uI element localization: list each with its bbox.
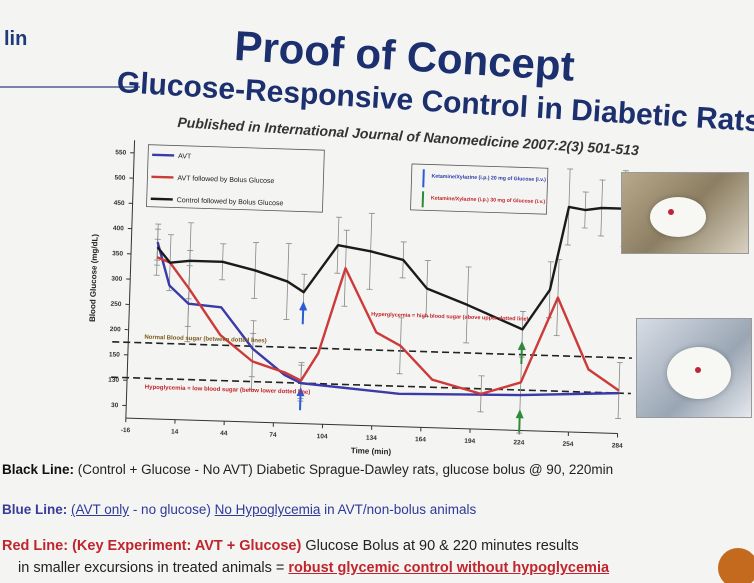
injection-arrows	[296, 301, 526, 433]
chart-annotations: Ketamine/Xylazine (i.p.) 20 mg of Glucos…	[144, 163, 549, 396]
laser-pointer-dot	[718, 548, 754, 583]
reference-line-lower	[111, 376, 631, 395]
legend-box	[146, 144, 325, 213]
x-tick-label: 194	[464, 438, 475, 445]
rat-eye	[695, 367, 701, 373]
legend-label: AVT	[178, 153, 192, 160]
caption-blue-part3: No Hypoglycemia	[214, 502, 321, 517]
corner-label: lin	[4, 28, 28, 50]
chart-axes: -16 14 44 74 104 134 164 194 224 254 284 30 130 150 20…	[88, 140, 623, 456]
y-tick-label: 250	[110, 301, 121, 308]
rat-eye	[668, 209, 674, 215]
chart-legend: AVT AVT followed by Bolus Glucose Control …	[146, 144, 325, 213]
y-tick-label: 130	[108, 377, 119, 384]
arrow-blue-90-low-head	[296, 387, 305, 397]
reference-line-upper	[112, 340, 633, 359]
caption-black-line: Black Line: (Control + Glucose - No AVT)…	[2, 462, 613, 477]
caption-blue-part1: (AVT only	[71, 502, 130, 517]
annotation-hyperglycemia: Hyperglycemia = high blood sugar (above …	[371, 312, 529, 323]
rat-image	[667, 347, 731, 399]
caption-black-label: Black Line:	[2, 462, 75, 477]
arrow-green-224-head	[517, 341, 526, 351]
injection-legend-box	[410, 163, 549, 215]
caption-red-label: Red Line: (Key Experiment: AVT + Glucose…	[2, 538, 302, 554]
annotation-injection-green: Ketamine/Xylazine (i.p.) 30 mg of Glucos…	[431, 196, 546, 206]
caption-red-line: Red Line: (Key Experiment: AVT + Glucose…	[2, 538, 579, 554]
y-tick-label: 30	[111, 402, 119, 409]
caption-red-emphasis: robust glycemic control without hypoglyc…	[288, 560, 610, 576]
x-tick-label: -16	[121, 427, 131, 434]
caption-blue-line: Blue Line: (AVT only - no glucose) No Hy…	[2, 502, 476, 517]
legend-swatch	[151, 175, 174, 179]
x-tick-label: 284	[612, 442, 623, 449]
y-tick-label: 550	[115, 149, 126, 156]
y-tick-label: 400	[113, 225, 124, 232]
reference-lines	[111, 340, 633, 395]
x-tick-label: 14	[171, 429, 179, 436]
series-avt-bolus-line	[156, 256, 620, 396]
arrow-green-224-low-head	[515, 409, 524, 419]
caption-blue-part2: - no glucose)	[129, 502, 215, 517]
x-tick-label: 254	[563, 441, 574, 448]
error-bar	[156, 229, 159, 266]
x-tick-label: 104	[317, 433, 328, 440]
injection-legend-arrow-green	[421, 191, 425, 208]
y-axis-label: Blood Glucose (mg/dL)	[88, 234, 100, 323]
x-axis-label: Time (min)	[351, 446, 392, 456]
y-tick-label: 150	[109, 351, 120, 358]
series-avt-line	[156, 241, 619, 397]
annotation-injection-blue: Ketamine/Xylazine (i.p.) 20 mg of Glucos…	[431, 174, 546, 184]
x-tick-label: 164	[415, 436, 426, 443]
y-tick-label: 350	[112, 250, 123, 257]
y-tick-label: 300	[111, 276, 122, 283]
legend-label: AVT followed by Bolus Glucose	[177, 175, 274, 185]
rat-photo-anesthetized	[621, 172, 749, 254]
caption-red-line-2: in smaller excursions in treated animals…	[18, 560, 609, 576]
y-tick-label: 200	[110, 326, 121, 333]
caption-black-text: (Control + Glucose - No AVT) Diabetic Sp…	[74, 462, 614, 477]
top-rule	[0, 86, 140, 88]
annotation-normal: Normal Blood sugar (between dotted lines…	[144, 335, 266, 345]
rat-image	[650, 197, 706, 237]
annotation-hypoglycemia: Hypoglycemia = low blood sugar (below lo…	[145, 385, 311, 396]
series-control-line	[156, 205, 625, 331]
y-tick-label: 450	[114, 200, 125, 207]
x-tick-label: 134	[366, 435, 377, 442]
rat-photo-white	[636, 318, 752, 418]
x-tick-label: 44	[220, 430, 228, 437]
x-tick-label: 74	[269, 432, 277, 439]
legend-swatch	[150, 197, 173, 201]
caption-red-text: Glucose Bolus at 90 & 220 minutes result…	[301, 538, 579, 554]
legend-swatch	[152, 153, 175, 157]
x-tick-label: 224	[513, 439, 524, 446]
arrow-blue-90-head	[299, 301, 308, 311]
injection-legend-arrow-blue	[422, 169, 425, 188]
caption-red-line2-pre: in smaller excursions in treated animals…	[18, 560, 289, 576]
y-tick-label: 500	[114, 175, 125, 182]
series-lines	[156, 205, 625, 397]
legend-label: Control followed by Bolus Glucose	[177, 197, 284, 207]
caption-blue-part4: in AVT/non-bolus animals	[320, 502, 477, 517]
caption-blue-label: Blue Line:	[2, 502, 68, 517]
